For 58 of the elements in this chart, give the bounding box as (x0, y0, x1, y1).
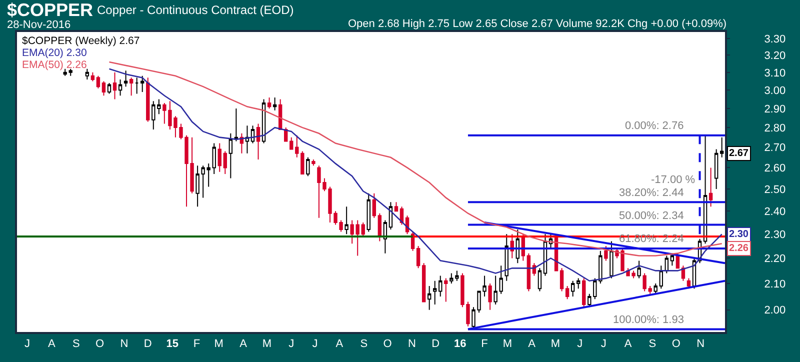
x-tick-label: N (696, 338, 705, 350)
x-tick-label: A (240, 338, 248, 350)
annotation: 38.20%: 2.44 (619, 187, 684, 199)
y-tick-label: 2.80 (764, 122, 786, 134)
x-tick-label: D (432, 338, 440, 350)
y-tick-label: 3.00 (764, 85, 786, 98)
chart-title: $COPPER (7, 0, 94, 20)
x-tick-label: J (24, 338, 30, 350)
data-label: 2.30 (729, 229, 749, 240)
x-tick-label: N (120, 338, 128, 350)
annotation: -17.00 % (651, 174, 696, 186)
x-tick-label: M (502, 338, 512, 350)
x-tick-label: M (262, 338, 272, 350)
x-tick-label: J (312, 338, 318, 350)
x-tick-label: S (72, 338, 80, 350)
x-tick-label: A (336, 338, 344, 350)
annotation: 100.00%: 1.93 (613, 314, 684, 326)
y-tick-label: 2.00 (764, 304, 786, 317)
chart-subtitle: Copper - Continuous Contract (EOD) (97, 3, 294, 17)
x-tick-label: F (481, 338, 488, 350)
x-tick-label: M (214, 338, 224, 350)
x-tick-label: S (360, 338, 368, 350)
x-tick-label: J (600, 338, 606, 350)
y-tick-label: 2.50 (764, 184, 786, 196)
y-tick-label: 3.20 (764, 50, 786, 62)
x-tick-label: D (144, 338, 152, 350)
text: Open 2.68 High 2.75 Low 2.65 Close 2.67 Volume 92.2K Chg +0.00 (+0.09%) (348, 18, 727, 30)
text: 28-Nov-2016 (7, 19, 71, 31)
x-tick-label: J (288, 338, 294, 350)
x-tick-label: 15 (166, 338, 178, 350)
x-tick-label: A (624, 338, 632, 350)
y-tick-label: 2.70 (764, 142, 786, 154)
y-tick-label: 2.60 (764, 162, 786, 175)
y-tick-label: 2.30 (764, 229, 786, 241)
data-label: 2.26 (729, 243, 749, 254)
y-tick-label: 2.10 (764, 278, 786, 290)
annotation: 50.00%: 2.34 (619, 210, 684, 222)
x-tick-label: M (550, 338, 560, 350)
text: $COPPER (Weekly) 2.67 (22, 35, 140, 47)
y-tick-label: 2.20 (764, 253, 786, 266)
x-tick-label: O (672, 338, 681, 350)
text: 2.67 (729, 148, 748, 159)
x-tick-label: J (577, 338, 583, 350)
x-tick-label: N (408, 338, 416, 350)
annotation: 0.00%: 2.76 (625, 120, 684, 132)
y-tick-label: 3.30 (764, 33, 786, 46)
x-tick-label: A (528, 338, 536, 350)
text: EMA(20) 2.30 (22, 47, 87, 59)
x-tick-label: O (383, 338, 392, 350)
y-tick-label: 2.40 (764, 206, 786, 218)
x-tick-label: 16 (454, 338, 466, 350)
x-tick-label: F (193, 338, 200, 350)
x-tick-label: A (48, 338, 56, 350)
y-tick-label: 3.10 (764, 67, 786, 80)
y-tick-label: 2.90 (764, 103, 786, 116)
x-tick-label: O (96, 338, 104, 350)
x-tick-label: S (648, 338, 656, 350)
text: EMA(50) 2.26 (22, 59, 87, 71)
